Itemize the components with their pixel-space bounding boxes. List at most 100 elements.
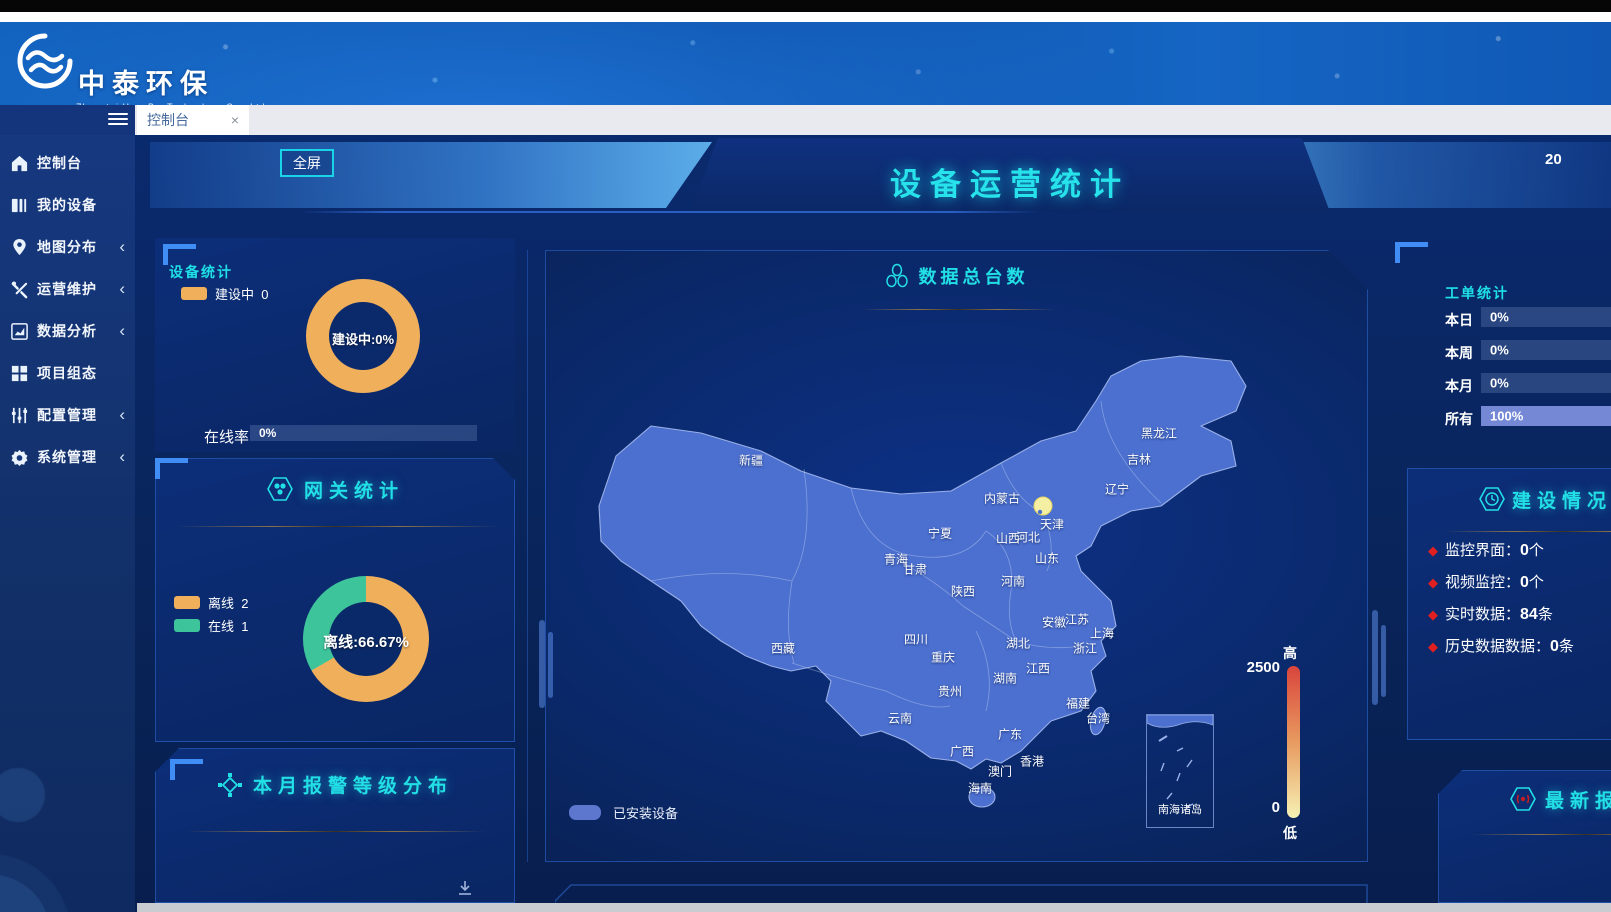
sidebar-item-label: 地图分布 [37,239,97,255]
work-order-row: 本日 0% [1445,303,1611,336]
clock-text: 20 [1545,151,1562,168]
tab-console[interactable]: 控制台 × [137,105,249,135]
sidebar-item-my-devices[interactable]: 我的设备 [0,184,135,226]
banner-accent-line [300,211,1040,213]
chevron-left-icon: ‹ [119,447,125,466]
tab-close-icon[interactable]: × [230,112,239,128]
sidebar-item-project-config[interactable]: 项目组态 [0,352,135,394]
row-label: 本日 [1445,312,1473,328]
panel-corner-decoration [155,458,188,479]
brand-name: 中泰环保 [78,69,214,99]
latest-alarm-panel: 最新报警 [1438,770,1611,903]
brand-header: 中泰环保 Zhongtai HuanBaoTechnology Co., Ltd [0,22,1611,112]
construction-title: 建设情况 [1512,490,1611,512]
legend-item: 离线 2 [174,593,248,612]
row-value: 0% [1490,342,1509,358]
construction-panel: 建设情况 ◆ 监控界面：0个 ◆ 视频监控：0个 ◆ 实时数据：84条 ◆ 历史数据数据… [1407,468,1611,740]
gateway-donut-chart[interactable]: 离线:66.67% [303,576,429,702]
sidebar-item-label: 运营维护 [37,281,97,297]
divider [1471,834,1611,835]
legend-label: 建设中 0 [215,287,269,302]
sidebar-item-label: 项目组态 [37,365,97,381]
decor-bar [1381,625,1386,697]
top-white-strip [0,12,1611,22]
south-sea-inset: 南海诸岛 [1146,714,1214,828]
legend-label: 在线 1 [208,619,249,634]
total-units-icon [885,263,909,289]
tools-icon [11,281,28,298]
construction-item: ◆ 监控界面：0个 [1428,542,1544,559]
legend-item: 建设中 0 [181,284,268,303]
diamond-bullet: ◆ [1428,607,1438,622]
sidebar-item-operations[interactable]: 运营维护 ‹ [0,268,135,310]
heat-scale-min: 0 [1271,799,1280,816]
device-stats-panel: 设备统计 建设中 0 建设中:0% 在线率 0% [155,238,515,452]
sidebar-item-data-analysis[interactable]: 数据分析 ‹ [0,310,135,352]
gateway-stats-panel: 网关统计 离线 2 在线 1 离线:66.67% [155,458,515,742]
online-rate-bar: 0% [250,425,477,441]
legend-swatch [174,596,200,609]
divider [861,309,1056,310]
alarm-distribution-icon [217,772,242,797]
legend-swatch [181,287,207,300]
device-donut-chart[interactable]: 建设中:0% [306,279,420,393]
device-stats-title: 设备统计 [169,264,233,280]
menu-collapse-icon[interactable] [108,113,128,127]
alarm-hex-icon [1510,787,1536,811]
beijing-highlight [1034,497,1052,515]
donut-center-label: 离线:66.67% [323,634,409,651]
gateway-hex-icon [266,475,294,503]
map-pin-icon [13,238,26,255]
row-label: 本周 [1445,345,1473,361]
fullscreen-button[interactable]: 全屏 [280,149,334,177]
sidebar-item-system-mgmt[interactable]: 系统管理 ‹ [0,436,135,478]
sidebar-item-label: 数据分析 [37,323,97,339]
sidebar: 控制台 我的设备 地图分布 ‹ 运营维护 ‹ 数据分析 ‹ [0,135,135,912]
panel-corner-decoration [170,759,203,780]
row-bar: 0% [1481,373,1611,393]
row-bar: 100% [1481,406,1611,426]
divider [176,526,496,527]
alarm-level-title: 本月报警等级分布 [252,776,453,797]
construction-item: ◆ 历史数据数据：0条 [1428,638,1574,655]
work-orders-title: 工单统计 [1445,285,1509,301]
row-value: 100% [1490,408,1524,424]
sidebar-item-map-distribution[interactable]: 地图分布 ‹ [0,226,135,268]
banner-title-plate [690,138,1330,212]
chart-icon [11,322,28,340]
sliders-icon [11,407,28,423]
horizontal-scrollbar[interactable] [137,903,1611,912]
legend-swatch [174,619,200,632]
construction-item: ◆ 实时数据：84条 [1428,606,1553,623]
china-map-canvas[interactable] [546,251,1369,863]
heat-scale-high-label: 高 [1283,645,1297,661]
gateway-stats-title: 网关统计 [303,480,404,502]
heat-scale-bar [1287,666,1300,818]
download-icon[interactable] [456,879,474,897]
donut-center-label: 建设中:0% [331,332,395,347]
online-rate-value: 0% [259,426,277,440]
sidebar-item-config-mgmt[interactable]: 配置管理 ‹ [0,394,135,436]
home-icon [11,155,28,171]
sidebar-item-console[interactable]: 控制台 [0,142,135,184]
lower-panel-edge [555,884,1368,903]
dashboard-main: 设备运营统计 全屏 20 设备统计 建设中 0 建设中:0% 在线率 0% [135,135,1611,903]
divider [186,831,486,832]
panel-corner-decoration [163,244,196,265]
decor-bar [1372,610,1378,705]
divider-vertical [527,250,528,862]
construction-title-row: 建设情况 [1478,485,1611,513]
map-title-row: 数据总台数 [546,263,1367,289]
latest-alarm-title: 最新报警 [1545,790,1611,812]
tab-bar [135,105,1611,135]
legend-label: 离线 2 [208,596,249,611]
chevron-left-icon: ‹ [119,321,125,340]
row-label: 所有 [1445,411,1473,427]
grid-icon [11,365,28,381]
decor-bar [548,632,553,698]
work-order-row: 所有 100% [1445,402,1611,435]
legend-item: 在线 1 [174,616,248,635]
construction-item: ◆ 视频监控：0个 [1428,574,1544,591]
decor-bar [539,620,545,708]
